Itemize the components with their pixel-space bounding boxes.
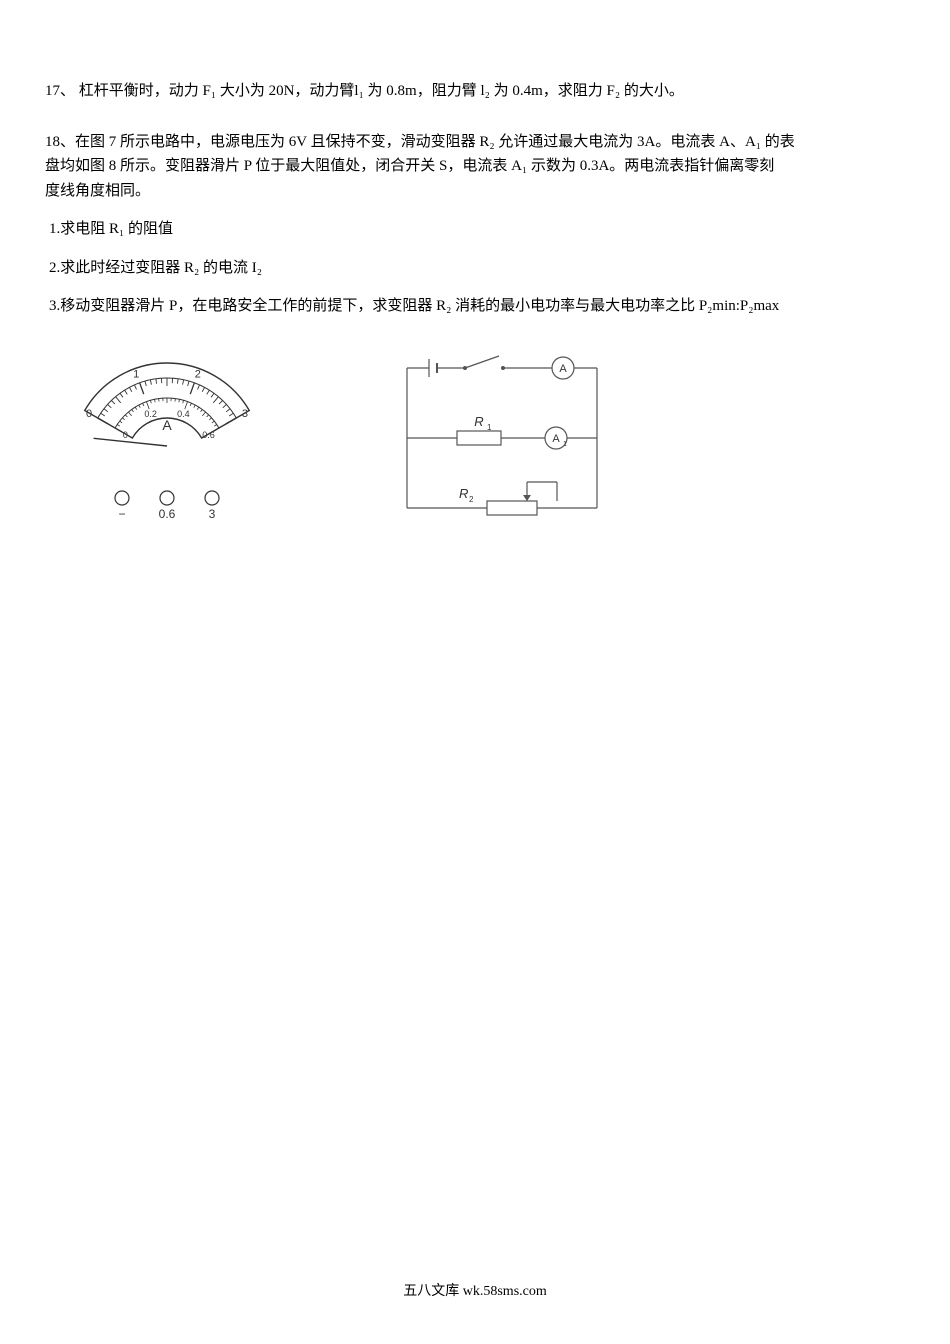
question-18-sub2: 2.求此时经过变阻器 R₂ 的电流 I₂	[45, 257, 905, 280]
question-18-line2: 盘均如图 8 所示。变阻器滑片 P 位于最大阻值处，闭合开关 S，电流表 A₁ …	[45, 155, 905, 178]
svg-text:A: A	[552, 433, 560, 445]
question-18-line3: 度线角度相同。	[45, 180, 905, 203]
question-18-sub3: 3.移动变阻器滑片 P，在电路安全工作的前提下，求变阻器 R₂ 消耗的最小电功率…	[45, 295, 905, 318]
question-17: 17、 杠杆平衡时，动力 F₁ 大小为 20N，动力臂l₁ 为 0.8m，阻力臂…	[45, 80, 905, 103]
svg-text:R: R	[459, 486, 468, 501]
svg-text:2: 2	[195, 368, 201, 380]
svg-text:0: 0	[86, 408, 92, 420]
svg-text:0: 0	[123, 430, 128, 440]
svg-text:0.4: 0.4	[177, 408, 190, 418]
svg-text:0.2: 0.2	[144, 408, 157, 418]
question-18-sub1: 1.求电阻 R₁ 的阻值	[45, 218, 905, 241]
svg-text:−: −	[118, 507, 125, 518]
svg-text:3: 3	[209, 507, 216, 518]
svg-text:1: 1	[133, 368, 139, 380]
page-footer: 五八文库 wk.58sms.com	[0, 1280, 950, 1300]
svg-text:A: A	[162, 417, 172, 433]
svg-text:1: 1	[563, 441, 567, 448]
svg-text:0.6: 0.6	[159, 507, 176, 518]
svg-text:R: R	[474, 414, 483, 429]
circuit-diagram-figure: AA1R1R2	[387, 348, 617, 543]
svg-text:3: 3	[242, 408, 248, 420]
svg-text:0.6: 0.6	[202, 430, 215, 440]
svg-text:2: 2	[469, 495, 474, 504]
ammeter-dial-figure: 0 0 1 0.2 2 0.4 3 0.6 A − 0.6 3	[57, 348, 277, 523]
question-18-line1: 18、在图 7 所示电路中，电源电压为 6V 且保持不变，滑动变阻器 R₂ 允许…	[45, 131, 905, 154]
svg-text:A: A	[559, 363, 567, 375]
svg-text:1: 1	[487, 423, 492, 432]
